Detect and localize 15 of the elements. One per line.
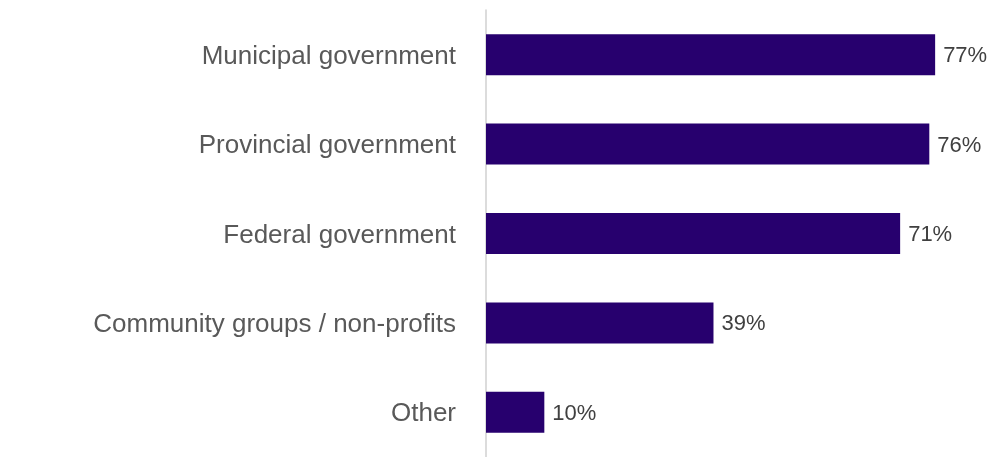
data-label: 77% <box>943 42 988 68</box>
bar <box>486 34 936 76</box>
data-label: 10% <box>552 399 597 425</box>
y-tick-label: Other <box>390 397 457 428</box>
y-tick-label: Federal government <box>223 218 457 249</box>
data-label: 39% <box>721 310 766 336</box>
bar <box>486 123 930 165</box>
y-tick-label: Community groups / non-profits <box>93 307 456 338</box>
bar <box>486 391 545 433</box>
bar <box>486 302 714 344</box>
y-tick-label: Municipal government <box>201 39 457 70</box>
y-tick-label: Provincial government <box>198 129 457 160</box>
data-label: 76% <box>937 131 982 157</box>
bar <box>486 213 901 254</box>
data-label: 71% <box>908 221 953 246</box>
